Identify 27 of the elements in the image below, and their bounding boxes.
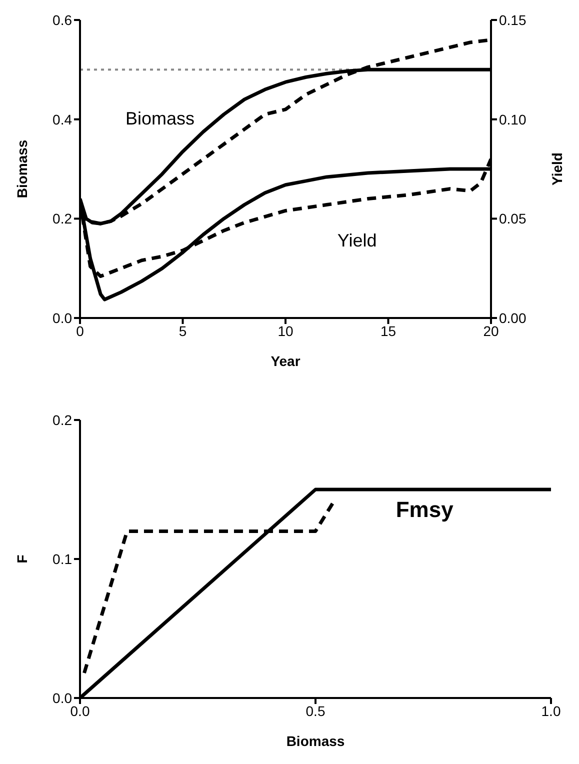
y-tick-label: 0.2 [52, 210, 72, 227]
y2-axis-title: Yield [548, 152, 565, 186]
x-tick-label: 20 [483, 322, 499, 339]
annotation: Biomass [125, 108, 195, 130]
y2-tick-label: 0.05 [499, 210, 526, 227]
y-tick-label: 0.4 [52, 111, 72, 128]
y2-tick-label: 0.10 [499, 111, 526, 128]
x-tick-label: 10 [278, 322, 294, 339]
x-tick-label: 15 [380, 322, 396, 339]
y-tick-label: 0.1 [52, 550, 72, 567]
y-tick-label: 0.0 [52, 310, 72, 326]
y-tick-label: 0.6 [52, 12, 72, 28]
annotation: Fmsy [396, 496, 454, 522]
x-axis-title: Biomass [286, 733, 345, 749]
y-tick-label: 0.0 [52, 690, 72, 706]
x-tick-label: 1.0 [541, 702, 561, 719]
x-tick-label: 0 [76, 322, 84, 339]
y2-tick-label: 0.15 [499, 12, 526, 28]
y-tick-label: 0.2 [52, 412, 72, 428]
y-axis-title: F [14, 554, 30, 564]
y-axis-title: Biomass [14, 140, 30, 198]
annotation: Yield [337, 230, 377, 252]
x-tick-label: 0.0 [70, 702, 90, 719]
x-tick-label: 0.5 [306, 702, 326, 719]
x-tick-label: 5 [178, 322, 187, 339]
x-axis-title: Year [270, 353, 301, 369]
y2-tick-label: 0.00 [499, 310, 526, 326]
